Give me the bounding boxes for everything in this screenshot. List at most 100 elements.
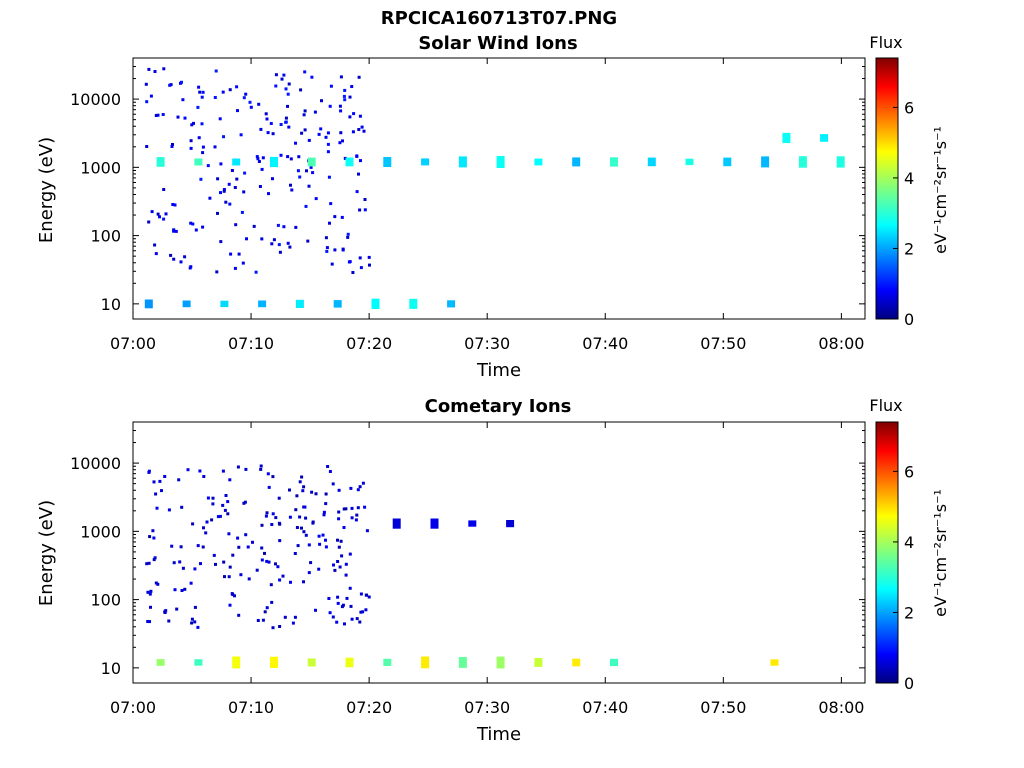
- heatmap-cell: [303, 505, 307, 509]
- heatmap-cell: [274, 73, 278, 77]
- heatmap-cell: [363, 208, 367, 212]
- heatmap-cell: [213, 96, 217, 99]
- heatmap-cell: [147, 67, 151, 71]
- heatmap-cell: [266, 131, 270, 135]
- heatmap-cell: [392, 518, 401, 529]
- heatmap-cell: [191, 522, 195, 526]
- heatmap-cell: [220, 300, 229, 308]
- heatmap-cell: [265, 511, 269, 515]
- heatmap-cell: [300, 475, 304, 479]
- heatmap-cell: [782, 132, 791, 143]
- heatmap-cell: [339, 131, 343, 135]
- axes: 07:00 07:10 07:20 07:30 07:40 07:50 08:00 10 100…: [70, 57, 865, 353]
- heatmap-cell: [150, 210, 154, 214]
- heatmap-cell: [496, 156, 505, 168]
- heatmap-cell: [798, 156, 807, 168]
- y-tick-label: 1000: [80, 158, 121, 177]
- heatmap-cell: [156, 113, 160, 117]
- heatmap-cell: [307, 543, 311, 547]
- heatmap-cell: [278, 522, 282, 526]
- heatmap-cell: [193, 620, 197, 624]
- heatmap-cell: [278, 539, 282, 543]
- heatmap-cell: [214, 562, 217, 566]
- heatmap-cell: [458, 657, 467, 668]
- heatmap-cell: [317, 567, 321, 571]
- heatmap-cell: [307, 138, 311, 142]
- heatmap-cell: [276, 223, 280, 227]
- heatmap-cell: [193, 605, 197, 609]
- x-axis-label: Time: [476, 360, 521, 381]
- heatmap-cell: [324, 545, 328, 549]
- heatmap-cell: [211, 496, 215, 500]
- x-tick-label: 08:00: [818, 698, 864, 717]
- heatmap-cell: [332, 563, 335, 567]
- heatmap-cell: [216, 515, 220, 519]
- y-tick-label: 10000: [70, 90, 121, 109]
- heatmap-cell: [383, 658, 392, 666]
- heatmap-cell: [368, 263, 371, 267]
- heatmap-cell: [572, 157, 581, 167]
- heatmap-cell: [197, 136, 201, 140]
- x-tick-label: 07:20: [346, 698, 392, 717]
- heatmap-cell: [271, 512, 275, 516]
- heatmap-cell: [343, 156, 347, 160]
- colorbar: Flux 0 2 4 6 eV⁻¹cm⁻²sr⁻¹s⁻¹: [869, 396, 950, 693]
- heatmap-cell: [148, 620, 151, 624]
- heatmap-cell: [311, 521, 315, 525]
- heatmap-cell: [191, 222, 195, 226]
- colorbar-tick-label: 4: [904, 169, 914, 188]
- heatmap-cell: [284, 116, 288, 120]
- heatmap-cell: [242, 190, 246, 194]
- heatmap-cell: [204, 531, 208, 535]
- heatmap-cell: [179, 545, 183, 549]
- heatmap-cell: [326, 142, 330, 146]
- heatmap-cell: [289, 157, 293, 161]
- heatmap-cell: [252, 224, 256, 228]
- heatmap-cell: [237, 252, 241, 256]
- heatmap-cell: [236, 465, 240, 469]
- colorbar-unit-label: eV⁻¹cm⁻²sr⁻¹s⁻¹: [931, 489, 950, 617]
- heatmap-cell: [228, 603, 232, 607]
- colorbar-gradient: [875, 57, 899, 320]
- heatmap-cell: [198, 469, 202, 473]
- heatmap-cell: [293, 552, 297, 555]
- heatmap-cell: [311, 171, 315, 175]
- heatmap-cell: [208, 196, 212, 200]
- heatmap-cell: [210, 518, 214, 522]
- heatmap-cell: [233, 186, 237, 189]
- heatmap-cell: [249, 105, 253, 109]
- heatmap-cell: [147, 220, 151, 224]
- heatmap-cell: [255, 155, 259, 159]
- cometary-panel: Cometary Ions 07:00 07:10 07:20 07:30 07:40 0…: [36, 396, 950, 745]
- heatmap-cell: [146, 620, 150, 623]
- heatmap-cell: [506, 520, 515, 528]
- heatmap-cell: [181, 98, 185, 102]
- colorbar-unit-label: eV⁻¹cm⁻²sr⁻¹s⁻¹: [931, 126, 950, 254]
- heatmap-cell: [222, 188, 226, 191]
- heatmap-cell: [265, 606, 269, 610]
- heatmap-cell: [341, 139, 344, 143]
- heatmap-cell: [343, 88, 347, 92]
- heatmap-cell: [162, 217, 166, 221]
- heatmap-cell: [163, 611, 167, 614]
- heatmap-cell: [183, 116, 187, 120]
- heatmap-cell: [246, 545, 250, 549]
- heatmap-cell: [314, 197, 318, 201]
- heatmap-cell: [277, 496, 281, 500]
- heatmap-cell: [148, 592, 152, 596]
- heatmap-cell: [313, 110, 317, 114]
- heatmap-cell: [288, 488, 291, 492]
- heatmap-cell: [458, 156, 467, 168]
- heatmap-cell: [202, 475, 206, 478]
- heatmap-cell: [179, 260, 183, 264]
- heatmap-cell: [192, 121, 195, 125]
- heatmap-cell: [158, 215, 161, 219]
- colorbar-tick-label: 0: [904, 674, 914, 693]
- heatmap-cell: [271, 475, 275, 479]
- heatmap-cell: [284, 87, 288, 91]
- heatmap-cell: [328, 221, 331, 225]
- heatmap-cell: [360, 125, 364, 129]
- heatmap-cell: [326, 465, 330, 468]
- heatmap-cell: [331, 482, 335, 486]
